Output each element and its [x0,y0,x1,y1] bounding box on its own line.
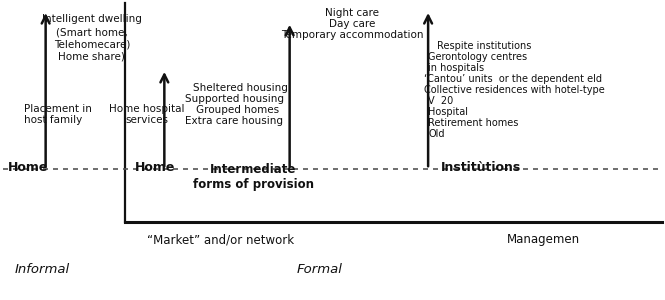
Text: Institùtions: Institùtions [442,161,521,174]
Text: Sheltered housing: Sheltered housing [193,83,288,93]
Text: Supported housing: Supported housing [186,94,285,104]
Text: Gerontology centres: Gerontology centres [428,52,527,62]
Text: Intermediate
forms of provision: Intermediate forms of provision [193,163,314,191]
Text: Formal: Formal [297,263,342,276]
Text: Collective residences with hotel-type: Collective residences with hotel-type [424,85,604,95]
Text: Extra care housing: Extra care housing [185,116,283,126]
Text: Night care: Night care [325,8,379,18]
Text: Respite institutions: Respite institutions [437,41,531,51]
Text: Managemen: Managemen [507,233,580,246]
Text: “Market” and/or network: “Market” and/or network [147,233,294,246]
Text: Intelligent dwelling: Intelligent dwelling [42,14,142,24]
Text: (Smart home,: (Smart home, [56,27,128,37]
Text: Telehomecare): Telehomecare) [54,40,130,50]
Text: Grouped homes: Grouped homes [196,105,279,115]
Text: Temporary accommodation: Temporary accommodation [281,31,424,40]
Text: Home share): Home share) [59,52,125,62]
Text: Home: Home [8,161,49,174]
Text: Informal: Informal [15,263,70,276]
Text: Home: Home [135,161,175,174]
Text: ‘Cantou’ units  or the dependent eld: ‘Cantou’ units or the dependent eld [424,74,602,84]
Text: Home hospital
services: Home hospital services [109,104,184,125]
Text: Placement in
host family: Placement in host family [24,104,92,125]
Text: Hospital: Hospital [428,107,468,117]
Text: Day care: Day care [329,19,376,29]
Text: in hospitals: in hospitals [428,63,484,73]
Text: Retirement homes: Retirement homes [428,118,519,128]
Text: Old: Old [428,129,445,139]
Text: V  20: V 20 [428,96,454,106]
